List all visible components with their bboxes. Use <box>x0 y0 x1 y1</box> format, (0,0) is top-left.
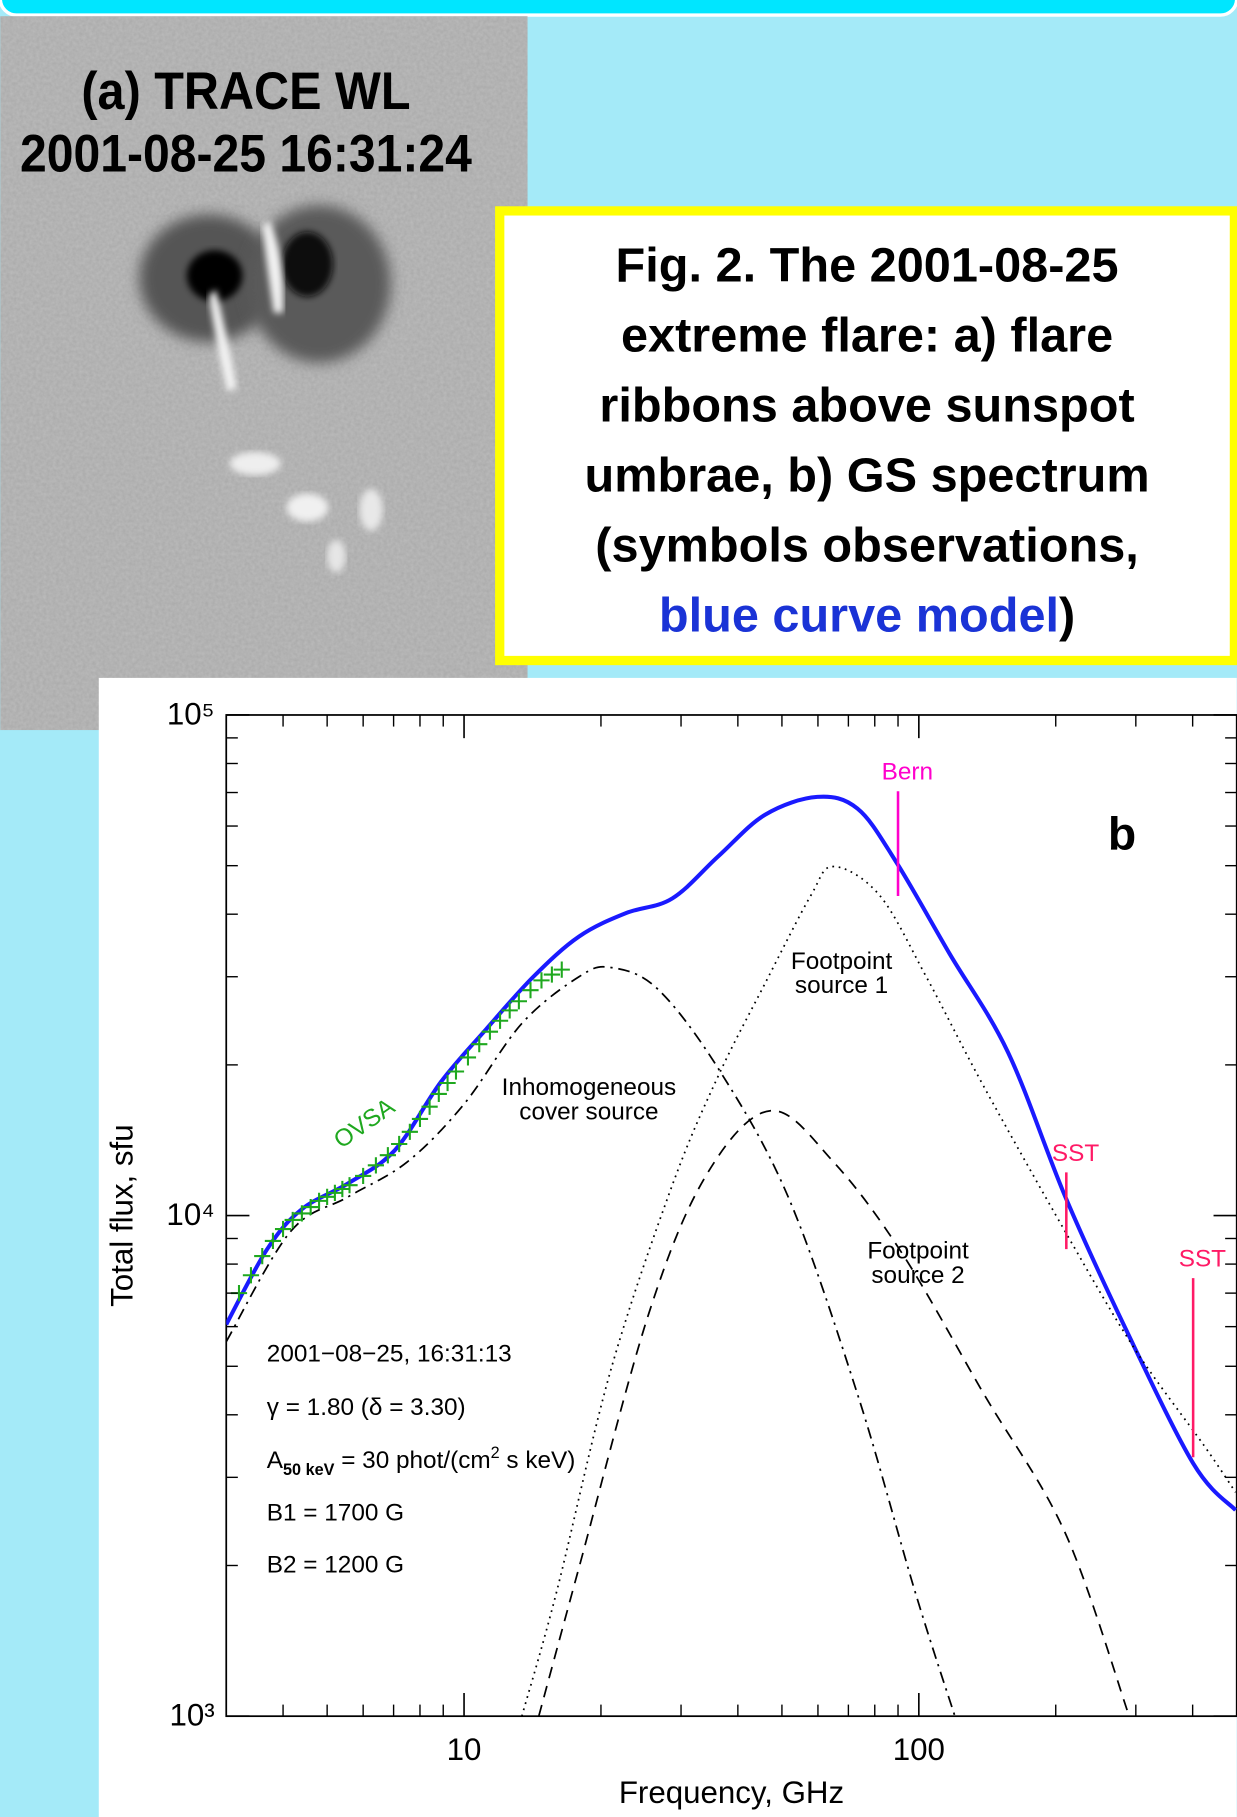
param-a-mid: = 30 phot/(cm <box>334 1447 490 1474</box>
ovsa-point <box>481 1023 499 1040</box>
marker-label: SST <box>1052 1140 1099 1167</box>
ovsa-point <box>264 1232 282 1250</box>
ovsa-point <box>254 1247 271 1265</box>
param-a-sup: 2 <box>491 1444 500 1462</box>
ovsa-point <box>543 966 560 983</box>
ovsa-point <box>391 1135 408 1153</box>
sunspot-image <box>0 16 528 731</box>
ovsa-point <box>401 1123 418 1140</box>
caption-last-line: blue curve model) <box>659 589 1075 643</box>
x-tick-label: 10 <box>447 1732 482 1767</box>
ovsa-point <box>439 1074 456 1092</box>
ovsa-point <box>471 1036 488 1053</box>
panel-label: b <box>1108 807 1136 859</box>
y-axis-label: Total flux, sfu <box>104 1124 139 1306</box>
ovsa-point <box>447 1063 465 1080</box>
y-tick-label: 10⁵ <box>167 696 215 731</box>
ovsa-point <box>510 993 527 1010</box>
series-label: source 2 <box>871 1262 964 1289</box>
series-label: Inhomogeneous <box>502 1074 676 1101</box>
param-a-end: s keV) <box>500 1447 576 1474</box>
series-label: Footpoint <box>867 1237 969 1264</box>
x-axis-label: Frequency, GHz <box>619 1775 844 1810</box>
param-b1: B1 = 1700 G <box>267 1499 404 1526</box>
ovsa-point <box>501 1002 518 1019</box>
param-a-base: A <box>267 1447 284 1474</box>
ovsa-point <box>459 1049 477 1066</box>
ovsa-point <box>411 1110 429 1128</box>
caption-line: (symbols observations, <box>595 519 1138 573</box>
ovsa-point <box>533 972 550 989</box>
ovsa-point <box>522 982 539 999</box>
ovsa-point <box>355 1167 372 1185</box>
ovsa-point <box>341 1177 358 1194</box>
caption-end: ) <box>1059 589 1075 643</box>
param-a-sub: 50 keV <box>283 1461 335 1479</box>
panel-a-title: (a) TRACE WL <box>81 62 410 121</box>
chart-panel <box>98 677 1237 1817</box>
ovsa-point <box>302 1198 319 1216</box>
x-tick-label: 100 <box>893 1732 945 1767</box>
caption-line: umbrae, b) GS spectrum <box>585 449 1150 503</box>
ovsa-point <box>367 1157 385 1174</box>
ovsa-point <box>326 1184 343 1202</box>
top-banner <box>0 0 1237 17</box>
series-label: cover source <box>519 1098 658 1125</box>
ovsa-point <box>274 1220 292 1238</box>
parameters: 2001−08−25, 16:31:13 γ = 1.80 (δ = 3.30)… <box>267 1341 576 1579</box>
ovsa-point <box>421 1098 438 1115</box>
component-curve <box>537 1109 1131 1717</box>
y-tick-label: 10⁴ <box>166 1197 214 1232</box>
ovsa-point <box>430 1085 447 1103</box>
panel-a-time: 2001-08-25 16:31:24 <box>20 125 472 184</box>
param-gamma: γ = 1.80 (δ = 3.30) <box>267 1394 466 1421</box>
ovsa-point <box>284 1211 301 1229</box>
component-curve <box>226 965 956 1717</box>
component-curve <box>521 865 1237 1717</box>
ovsa-point <box>319 1188 336 1205</box>
param-b2: B2 = 1200 G <box>267 1551 404 1578</box>
ovsa-point <box>293 1205 311 1222</box>
marker-label: SST <box>1179 1246 1226 1273</box>
ovsa-point <box>491 1012 509 1029</box>
param-a: A50 keV = 30 phot/(cm2 s keV) <box>267 1444 576 1479</box>
ovsa-point <box>553 961 570 978</box>
caption-line: ribbons above sunspot <box>599 379 1134 433</box>
caption: Fig. 2. The 2001-08-25 extreme flare: a) … <box>585 239 1150 573</box>
series-label: Footpoint <box>791 948 893 975</box>
y-tick-label: 10³ <box>169 1697 214 1732</box>
param-date: 2001−08−25, 16:31:13 <box>267 1341 512 1368</box>
ovsa-point <box>334 1180 351 1198</box>
ovsa-point <box>242 1267 260 1284</box>
caption-box <box>495 206 1237 666</box>
ovsa-point <box>310 1192 328 1209</box>
caption-line: Fig. 2. The 2001-08-25 <box>616 239 1119 293</box>
caption-highlight: blue curve model <box>659 589 1059 643</box>
series-label: source 1 <box>795 972 888 999</box>
ovsa-point <box>379 1147 396 1164</box>
marker-label: Bern <box>882 759 933 786</box>
caption-line: extreme flare: a) flare <box>621 309 1113 363</box>
